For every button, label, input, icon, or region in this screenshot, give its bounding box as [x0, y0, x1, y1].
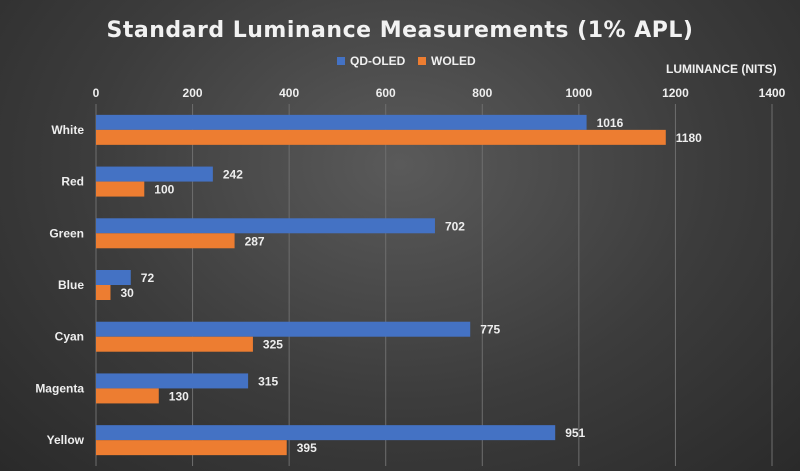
x-tick-label: 0: [93, 86, 100, 100]
x-tick-label: 400: [279, 86, 299, 100]
bar-woled: [96, 181, 145, 197]
category-label: Green: [49, 226, 84, 240]
bar-qd-oled: [96, 321, 471, 337]
data-label: 775: [480, 323, 500, 337]
category-label: Red: [61, 175, 84, 189]
bar-woled: [96, 440, 287, 456]
x-tick-label: 600: [376, 86, 396, 100]
x-tick-label: 200: [183, 86, 203, 100]
bar-woled: [96, 129, 666, 145]
data-label: 287: [245, 234, 265, 248]
data-label: 325: [263, 338, 283, 352]
bars: [96, 114, 666, 456]
data-label: 72: [141, 271, 155, 285]
data-label: 1016: [597, 116, 624, 130]
data-label: 315: [258, 374, 278, 388]
data-label: 100: [154, 183, 174, 197]
category-label: Yellow: [47, 433, 85, 447]
bar-qd-oled: [96, 270, 131, 285]
category-label: Magenta: [35, 381, 84, 395]
data-label: 130: [169, 389, 189, 403]
legend-swatch-woled: [418, 57, 426, 65]
data-label: 951: [565, 426, 585, 440]
data-label: 395: [297, 441, 317, 455]
legend-label-qd-oled: QD-OLED: [350, 54, 406, 68]
category-labels: White Red Green Blue Cyan Magenta Yellow: [35, 123, 84, 447]
category-label: Cyan: [55, 330, 84, 344]
x-tick-label: 1400: [759, 86, 786, 100]
x-tick-label: 1200: [662, 86, 689, 100]
legend: QD-OLED WOLED: [337, 54, 476, 68]
bar-woled: [96, 336, 253, 352]
bar-qd-oled: [96, 218, 435, 234]
gridlines: [95, 104, 773, 466]
bar-woled: [96, 233, 235, 249]
data-label: 1180: [676, 131, 702, 145]
data-label: 242: [223, 168, 243, 182]
data-labels: 1016 1180 242 100 702 287 72 30 775 325 315 130 951 3…: [120, 116, 702, 455]
data-label: 702: [445, 219, 465, 233]
x-axis-ticks: 0 200 400 600 800 1000 1200 1400: [93, 86, 786, 100]
bar-qd-oled: [96, 114, 587, 130]
chart-title: Standard Luminance Measurements (1% APL): [107, 18, 694, 43]
legend-swatch-qd-oled: [337, 57, 345, 65]
bar-woled: [96, 388, 159, 404]
category-label: Blue: [58, 278, 84, 292]
bar-qd-oled: [96, 373, 249, 389]
x-tick-label: 1000: [566, 86, 593, 100]
bar-qd-oled: [96, 425, 556, 441]
bar-qd-oled: [96, 166, 213, 182]
legend-label-woled: WOLED: [431, 54, 476, 68]
bar-woled: [96, 285, 111, 300]
category-label: White: [51, 123, 84, 137]
x-tick-label: 800: [472, 86, 492, 100]
x-axis-title: LUMINANCE (NITS): [666, 62, 777, 76]
data-label: 30: [120, 286, 134, 300]
